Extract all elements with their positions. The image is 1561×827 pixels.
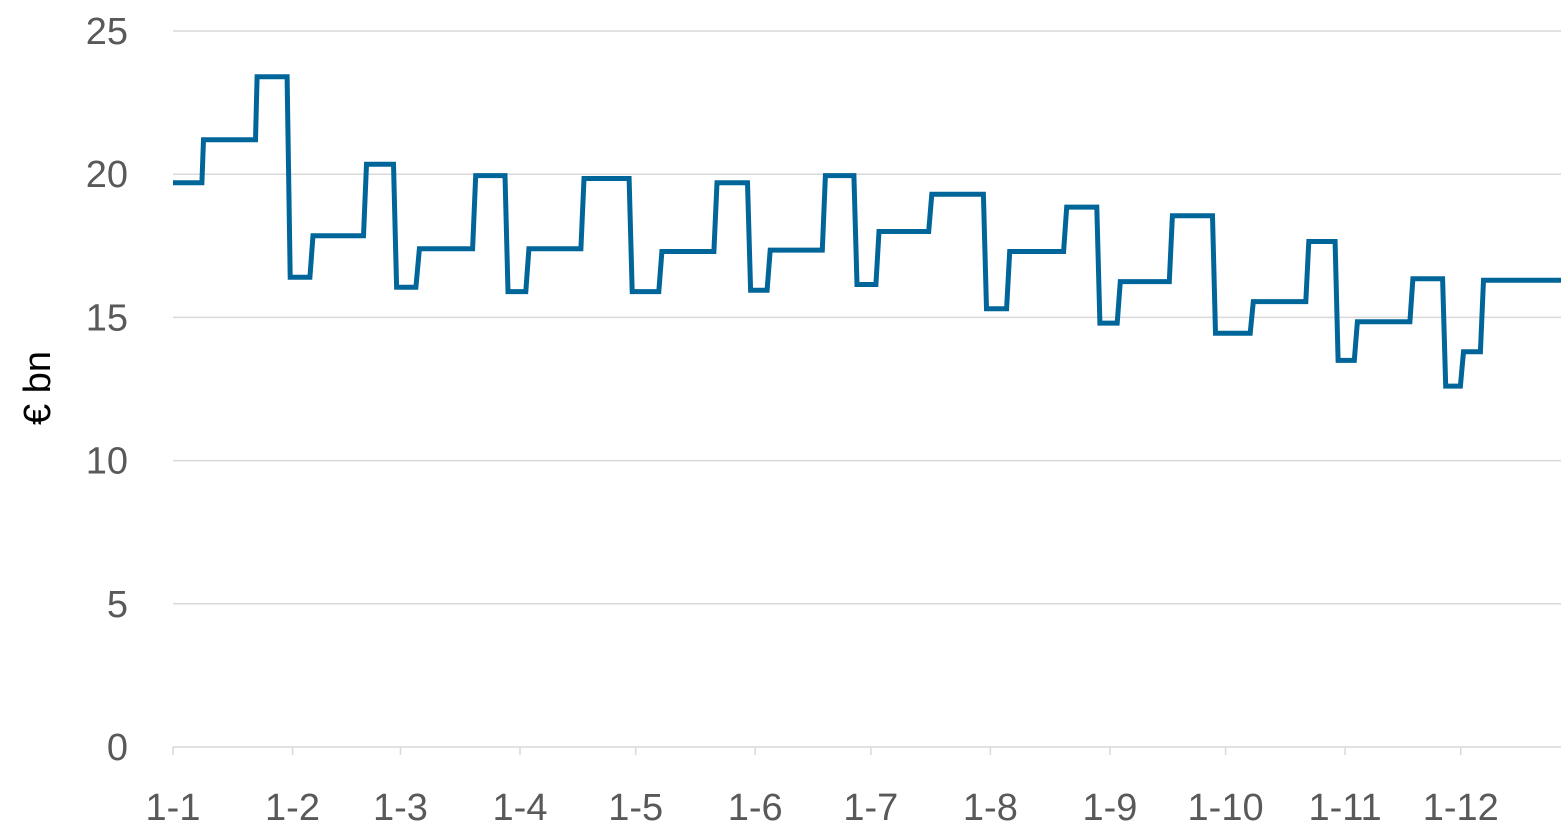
- y-tick-label: 0: [107, 727, 128, 769]
- x-tick-label: 1-11: [1308, 787, 1381, 827]
- x-tick-label: 1-6: [728, 787, 783, 827]
- x-tick-label: 1-4: [493, 787, 548, 827]
- x-tick-label: 1-9: [1082, 787, 1137, 827]
- y-tick-label: 25: [86, 11, 128, 53]
- x-axis-tick-labels: 1-1 1-2 1-3 1-4 1-5 1-6 1-7 1-8 1-9 1-10 1-11 1-12: [146, 787, 1499, 827]
- series-line-1: [173, 74, 1561, 389]
- series-group: [173, 74, 1561, 389]
- x-tick-label: 1-3: [373, 787, 428, 827]
- x-tick-label: 1-10: [1188, 787, 1264, 827]
- x-tick-label: 1-7: [843, 787, 898, 827]
- x-tick-label: 1-8: [963, 787, 1018, 827]
- x-tick-label: 1-12: [1423, 787, 1499, 827]
- y-tick-label: 15: [86, 297, 128, 339]
- x-tick-label: 1-5: [608, 787, 663, 827]
- y-tick-label: 10: [86, 441, 128, 483]
- x-tick-label: 1-1: [146, 787, 201, 827]
- gridlines: [173, 30, 1561, 605]
- x-axis: [172, 746, 1561, 755]
- y-axis-title: € bn: [17, 351, 59, 425]
- y-tick-label: 20: [86, 154, 128, 196]
- y-axis-tick-labels: 0 5 10 15 20 25: [86, 11, 128, 769]
- y-tick-label: 5: [107, 584, 128, 626]
- x-tick-label: 1-2: [265, 787, 320, 827]
